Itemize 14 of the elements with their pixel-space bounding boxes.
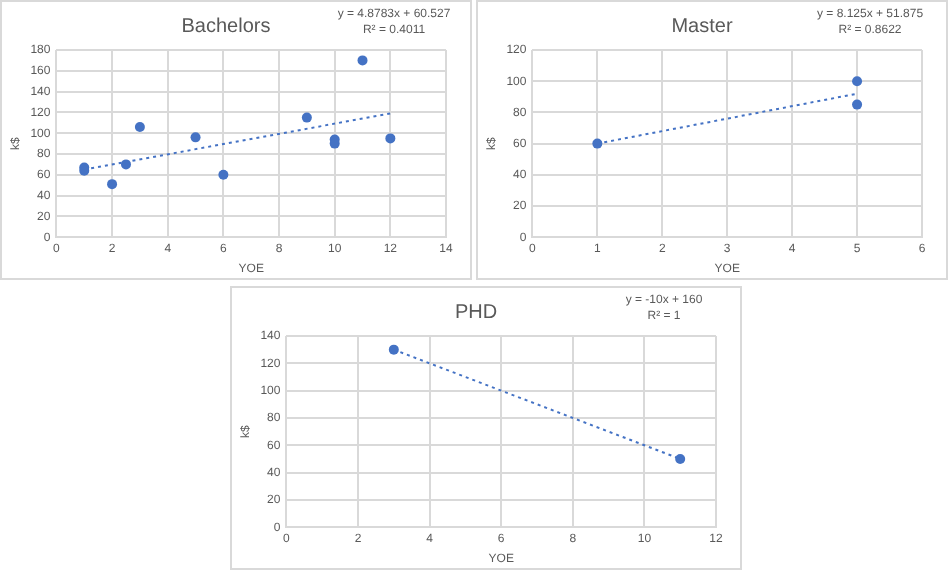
chart-title: Master — [671, 15, 734, 38]
point — [190, 132, 201, 143]
point — [120, 159, 131, 170]
point — [357, 55, 368, 66]
chart-title: Bachelors — [181, 15, 271, 38]
point — [218, 169, 229, 180]
point — [592, 138, 603, 149]
point — [301, 112, 312, 123]
point — [852, 99, 863, 110]
chart-title: PHD — [454, 301, 498, 324]
point — [107, 179, 118, 190]
point — [134, 121, 145, 132]
point — [852, 76, 863, 87]
point — [385, 133, 396, 144]
